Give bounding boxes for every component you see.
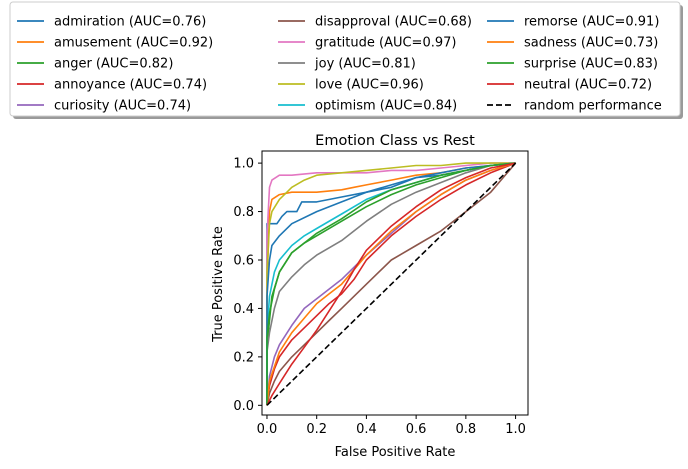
y-axis: 0.0 0.2 0.4 0.6 0.8 1.0 bbox=[233, 157, 262, 414]
legend-label: curiosity (AUC=0.74) bbox=[54, 99, 191, 114]
legend-entry-neutral: neutral (AUC=0.72) bbox=[487, 78, 652, 93]
legend-frame bbox=[9, 1, 681, 117]
legend-label: surprise (AUC=0.83) bbox=[524, 57, 658, 72]
legend-entry-anger: anger (AUC=0.82) bbox=[17, 57, 173, 72]
series-line-neutral bbox=[266, 162, 516, 406]
x-tick-label: 0.8 bbox=[456, 422, 477, 437]
x-tick-label: 0.2 bbox=[306, 422, 327, 437]
chart-title: Emotion Class vs Rest bbox=[315, 133, 475, 149]
y-tick-label: 0.8 bbox=[233, 205, 254, 220]
x-tick-label: 1.0 bbox=[505, 422, 526, 437]
x-axis: 0.0 0.2 0.4 0.6 0.8 1.0 bbox=[257, 415, 526, 437]
x-tick-label: 0.6 bbox=[406, 422, 427, 437]
series-line-surprise bbox=[266, 162, 516, 406]
legend: admiration (AUC=0.76) amusement (AUC=0.92… bbox=[9, 1, 683, 119]
legend-entry-curiosity: curiosity (AUC=0.74) bbox=[17, 99, 191, 114]
legend-label: admiration (AUC=0.76) bbox=[54, 15, 206, 30]
series-line-annoyance bbox=[266, 162, 516, 406]
series-line-random-performance bbox=[266, 162, 517, 406]
legend-label: optimism (AUC=0.84) bbox=[315, 99, 457, 114]
legend-label: anger (AUC=0.82) bbox=[54, 57, 173, 72]
legend-label: disapproval (AUC=0.68) bbox=[315, 15, 472, 30]
legend-entry-optimism: optimism (AUC=0.84) bbox=[278, 99, 457, 114]
x-tick-label: 0.0 bbox=[257, 422, 278, 437]
legend-entry-sadness: sadness (AUC=0.73) bbox=[487, 36, 658, 51]
legend-entry-love: love (AUC=0.96) bbox=[278, 78, 424, 93]
legend-label: sadness (AUC=0.73) bbox=[524, 36, 658, 51]
y-tick-label: 0.6 bbox=[233, 253, 254, 268]
x-axis-label: False Positive Rate bbox=[335, 445, 456, 460]
legend-label: random performance bbox=[524, 99, 662, 114]
plot-area bbox=[261, 150, 529, 416]
series-line-joy bbox=[266, 162, 516, 406]
legend-label: remorse (AUC=0.91) bbox=[524, 15, 659, 30]
x-tick-label: 0.4 bbox=[356, 422, 377, 437]
y-tick-label: 0.0 bbox=[233, 399, 254, 414]
legend-label: joy (AUC=0.81) bbox=[314, 57, 416, 72]
series-line-disapproval bbox=[266, 162, 517, 406]
y-tick-label: 1.0 bbox=[233, 157, 254, 172]
legend-entry-random-performance: random performance bbox=[487, 99, 662, 114]
legend-entry-admiration: admiration (AUC=0.76) bbox=[17, 15, 206, 30]
legend-label: annoyance (AUC=0.74) bbox=[54, 78, 207, 93]
y-tick-label: 0.4 bbox=[233, 302, 254, 317]
legend-entry-amusement: amusement (AUC=0.92) bbox=[17, 36, 213, 51]
legend-entry-remorse: remorse (AUC=0.91) bbox=[487, 15, 659, 30]
legend-entry-surprise: surprise (AUC=0.83) bbox=[487, 57, 658, 72]
series-line-love bbox=[266, 162, 516, 406]
series-line-remorse bbox=[266, 162, 516, 406]
y-axis-label: True Positive Rate bbox=[211, 226, 226, 343]
legend-label: love (AUC=0.96) bbox=[315, 78, 424, 93]
legend-entry-joy: joy (AUC=0.81) bbox=[278, 57, 416, 72]
legend-label: neutral (AUC=0.72) bbox=[524, 78, 652, 93]
legend-entry-annoyance: annoyance (AUC=0.74) bbox=[17, 78, 207, 93]
series-line-sadness bbox=[266, 162, 516, 406]
legend-entry-disapproval: disapproval (AUC=0.68) bbox=[278, 15, 472, 30]
y-tick-label: 0.2 bbox=[233, 350, 254, 365]
legend-label: gratitude (AUC=0.97) bbox=[315, 36, 456, 51]
legend-label: amusement (AUC=0.92) bbox=[54, 36, 213, 51]
legend-entry-gratitude: gratitude (AUC=0.97) bbox=[278, 36, 456, 51]
